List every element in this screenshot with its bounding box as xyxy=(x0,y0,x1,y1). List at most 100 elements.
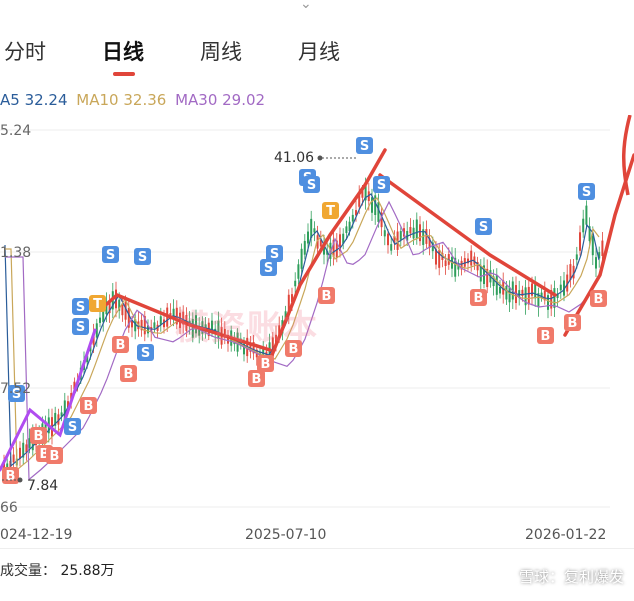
candle-body xyxy=(598,252,601,259)
y-axis-bottom-label: 66 xyxy=(0,500,18,516)
buy-signal-marker: B xyxy=(470,289,487,306)
tab-daily[interactable]: 日线 xyxy=(102,40,144,64)
candle-body xyxy=(332,239,335,257)
marker-letter: S xyxy=(138,250,147,265)
volume-value: 25.88万 xyxy=(60,563,115,579)
candle-body xyxy=(393,236,396,244)
candle-body xyxy=(54,412,57,426)
candle-body xyxy=(217,320,220,339)
candle-body xyxy=(287,294,290,315)
candle-body xyxy=(543,290,546,301)
candle-body xyxy=(419,224,421,242)
candle-body xyxy=(425,229,428,244)
candle-body xyxy=(345,226,348,234)
marker-box xyxy=(537,327,554,344)
marker-box xyxy=(64,418,81,435)
candle-body xyxy=(572,265,575,279)
candle-body xyxy=(358,194,361,207)
marker-letter: B xyxy=(261,357,271,372)
candle-body xyxy=(3,460,5,473)
buy-signal-marker: B xyxy=(120,365,137,382)
ma10-line xyxy=(5,197,600,472)
marker-letter: B xyxy=(84,399,94,414)
candle-body xyxy=(316,235,319,249)
marker-box xyxy=(8,385,25,402)
candle-body xyxy=(531,283,533,296)
marker-box xyxy=(470,289,487,306)
marker-letter: T xyxy=(93,297,102,312)
candle-body xyxy=(223,328,226,338)
trend-line-red xyxy=(622,115,632,196)
tab-weekly[interactable]: 周线 xyxy=(200,40,242,64)
sell-signal-marker: S xyxy=(475,218,492,235)
candle-body xyxy=(121,304,124,316)
candle-body xyxy=(467,258,469,264)
candle-body xyxy=(457,263,460,270)
candle-body xyxy=(505,285,508,300)
watermark-text: 模资账本 xyxy=(175,308,319,348)
sell-signal-marker: S xyxy=(260,259,277,276)
sell-signal-marker: S xyxy=(373,176,390,193)
active-tab-indicator xyxy=(113,72,135,76)
marker-box xyxy=(260,259,277,276)
candle-body xyxy=(588,226,591,242)
marker-letter: S xyxy=(264,261,273,276)
sell-signal-marker: S xyxy=(102,246,119,263)
candle-body xyxy=(297,264,300,279)
candle-body xyxy=(409,227,412,234)
marker-box xyxy=(248,370,265,387)
candle-body xyxy=(399,231,402,240)
marker-letter: B xyxy=(568,316,578,331)
tab-intraday[interactable]: 分时 xyxy=(4,40,46,64)
chevron-down-icon[interactable]: ⌄ xyxy=(300,0,312,12)
candle-body xyxy=(563,280,565,296)
candle-body xyxy=(163,319,165,328)
marker-letter: S xyxy=(68,420,77,435)
candle-body xyxy=(313,228,316,233)
candle-body xyxy=(211,320,213,333)
marker-box xyxy=(257,355,274,372)
marker-box xyxy=(578,183,595,200)
candle-body xyxy=(473,256,476,265)
candle-body xyxy=(342,233,345,244)
candle-body xyxy=(361,189,364,198)
buy-signal-marker: B xyxy=(2,467,19,484)
candle-body xyxy=(310,218,313,239)
marker-letter: B xyxy=(541,329,551,344)
low-price-annotation: 7.84 xyxy=(27,478,59,494)
candle-body xyxy=(73,381,76,390)
candle-body xyxy=(582,218,585,233)
candle-body xyxy=(524,287,527,306)
marker-box xyxy=(564,314,581,331)
marker-box xyxy=(318,287,335,304)
candle-body xyxy=(124,301,127,320)
candle-body xyxy=(454,257,457,277)
buy-signal-marker: B xyxy=(318,287,335,304)
candle-body xyxy=(556,293,559,299)
volume-label: 成交量： xyxy=(0,563,56,579)
marker-letter: B xyxy=(34,429,44,444)
candle-body xyxy=(479,265,482,282)
candle-body xyxy=(422,229,425,245)
marker-box xyxy=(120,365,137,382)
marker-box xyxy=(266,245,283,262)
candlestick-chart[interactable]: SSSSSSSSSSSSSSSBBBBBBBBBBBBBBBTT xyxy=(0,115,634,520)
buy-signal-marker: B xyxy=(30,427,47,444)
candle-body xyxy=(534,283,537,299)
tab-monthly[interactable]: 月线 xyxy=(298,40,340,64)
candle-body xyxy=(195,315,197,334)
candle-body xyxy=(118,299,121,311)
high-price-annotation: 41.06 xyxy=(274,150,315,166)
candle-body xyxy=(67,401,69,408)
candle-body xyxy=(553,288,556,308)
marker-letter: S xyxy=(270,247,279,262)
candle-body xyxy=(435,249,437,265)
marker-letter: S xyxy=(12,387,21,402)
candle-body xyxy=(319,239,322,247)
y-axis-mid-label: 1.38 xyxy=(0,245,32,261)
sell-signal-marker: S xyxy=(303,176,320,193)
candle-body xyxy=(569,264,572,281)
ma5-line xyxy=(4,193,600,468)
x-axis-end-label: 2026-01-22 xyxy=(525,527,607,543)
divider xyxy=(0,548,634,549)
